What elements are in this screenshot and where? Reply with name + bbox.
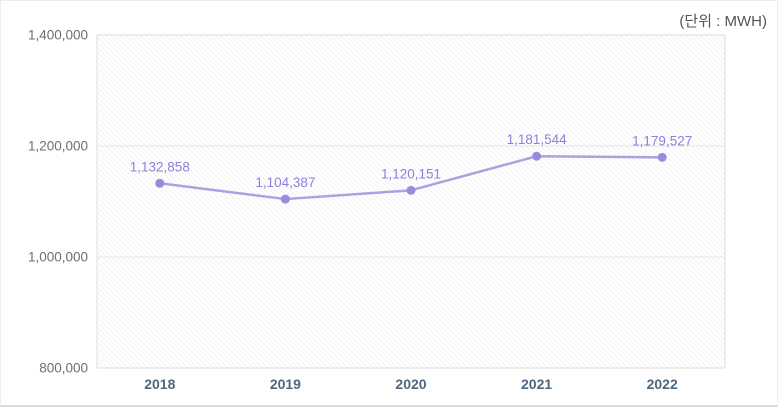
x-axis-year-label: 2018 bbox=[144, 376, 175, 392]
x-axis-year-label: 2020 bbox=[395, 376, 426, 392]
plot-background bbox=[97, 35, 725, 368]
data-point-value-label: 1,120,151 bbox=[381, 166, 441, 181]
y-axis-tick-label: 1,200,000 bbox=[28, 139, 88, 154]
x-axis-year-label: 2019 bbox=[270, 376, 301, 392]
plot-border bbox=[96, 34, 726, 369]
data-point-marker bbox=[406, 185, 416, 195]
y-axis-tick-label: 1,000,000 bbox=[28, 250, 88, 265]
data-point-value-label: 1,132,858 bbox=[130, 159, 190, 174]
data-point-marker bbox=[657, 152, 667, 162]
data-point-marker bbox=[280, 194, 290, 204]
y-axis-tick-label: 1,400,000 bbox=[28, 28, 88, 43]
data-point-value-label: 1,179,527 bbox=[632, 133, 692, 148]
unit-label: (단위 : MWH) bbox=[679, 13, 767, 30]
data-point-marker bbox=[155, 178, 165, 188]
y-axis-tick-label: 800,000 bbox=[39, 361, 88, 376]
data-point-marker bbox=[532, 151, 542, 161]
data-point-value-label: 1,104,387 bbox=[255, 175, 315, 190]
x-axis-year-label: 2021 bbox=[521, 376, 552, 392]
x-axis-year-label: 2022 bbox=[647, 376, 678, 392]
data-point-value-label: 1,181,544 bbox=[507, 132, 568, 147]
